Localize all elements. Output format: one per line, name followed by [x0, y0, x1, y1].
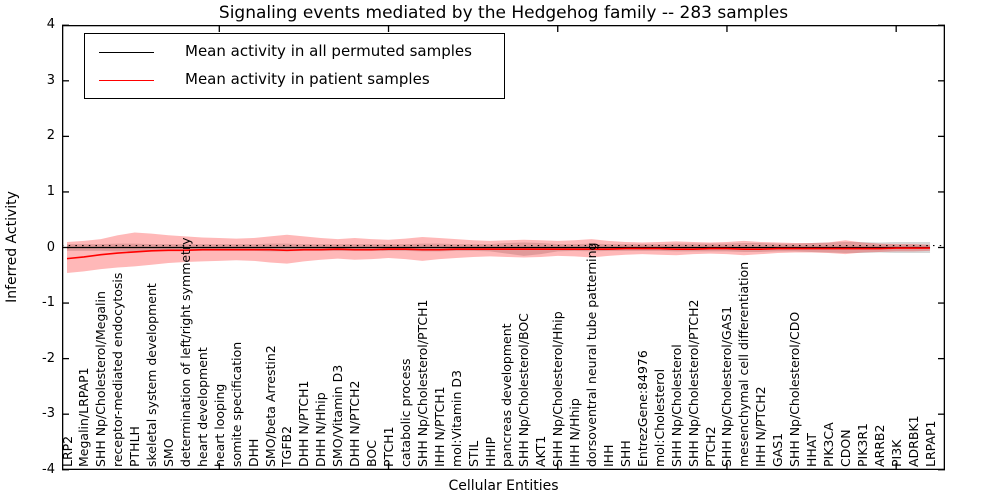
x-tick-label: PIK3R1 [854, 422, 870, 467]
x-tick-label: mesenchymal cell differentiation [736, 261, 752, 467]
x-tick-label: IHH N/Hhip [567, 398, 583, 467]
chart-title: Signaling events mediated by the Hedgeho… [218, 3, 789, 23]
x-tick-label: TGFB2 [279, 425, 295, 467]
y-tick-label: 1 [46, 183, 55, 199]
x-tick-label: SMO [161, 438, 177, 467]
y-tick-label: 4 [46, 17, 55, 33]
x-tick-label: mol:Cholesterol [651, 368, 667, 467]
x-tick-label: PTCH2 [702, 426, 718, 467]
x-tick-label: ARRB2 [871, 424, 887, 467]
x-tick-label: LRP2 [59, 435, 75, 467]
legend: Mean activity in all permuted samples Me… [84, 33, 505, 99]
x-tick-label: PIK3CA [820, 422, 836, 467]
x-tick-label: IHH N/PTCH1 [431, 386, 447, 467]
x-tick-label: DHH N/PTCH1 [296, 380, 312, 467]
y-tick-label: 2 [46, 128, 55, 144]
x-tick-label: SHH [617, 440, 633, 467]
x-tick-label: SHH Np/Cholesterol [668, 344, 684, 467]
red-line-swatch-icon [99, 80, 154, 81]
x-tick-label: dorsoventral neural tube patterning [584, 242, 600, 468]
x-tick-label: SHH Np/Cholesterol/Megalin [93, 291, 109, 467]
x-tick-label: SMO/beta Arrestin2 [262, 345, 278, 467]
x-tick-label: heart development [194, 347, 210, 467]
x-tick-label: SHH Np/Cholesterol/PTCH1 [414, 299, 430, 468]
x-tick-label: PTCH1 [381, 426, 397, 467]
x-tick-label: BOC [364, 440, 380, 467]
x-tick-label: SHH Np/Cholesterol/BOC [516, 313, 532, 467]
legend-item-patient: Mean activity in patient samples [85, 67, 504, 95]
x-tick-label: SMO/Vitamin D3 [330, 364, 346, 467]
legend-label: Mean activity in patient samples [185, 70, 430, 88]
black-line-swatch-icon [99, 52, 154, 53]
x-tick-label: CDON [837, 429, 853, 467]
x-tick-label: Megalin/LRPAP1 [76, 367, 92, 467]
x-tick-label: pancreas development [499, 323, 515, 467]
x-tick-label: skeletal system development [144, 283, 160, 467]
patient-band [67, 232, 931, 274]
y-tick-label: -4 [42, 461, 55, 477]
x-tick-label: DHH [245, 438, 261, 467]
legend-item-permuted: Mean activity in all permuted samples [85, 39, 504, 67]
patient-mean-line [66, 247, 931, 260]
x-tick-label: ADRBK1 [905, 415, 921, 467]
x-tick-label: PTHLH [127, 426, 143, 467]
x-tick-label: HHAT [804, 432, 820, 467]
x-tick-label: DHH N/PTCH2 [347, 380, 363, 467]
y-tick-label: 0 [46, 239, 55, 255]
x-tick-label: STIL [465, 440, 481, 467]
x-tick-label: AKT1 [533, 435, 549, 467]
x-tick-label: catabolic process [397, 358, 413, 467]
x-tick-label: LRPAP1 [922, 420, 938, 467]
x-tick-label: DHH N/Hhip [313, 392, 329, 467]
x-tick-label: SHH Np/Cholesterol/Hhip [550, 311, 566, 467]
x-tick-label: mol:Vitamin D3 [448, 370, 464, 467]
legend-label: Mean activity in all permuted samples [185, 42, 472, 60]
y-tick-label: 3 [46, 72, 55, 88]
x-tick-label: SHH Np/Cholesterol/GAS1 [719, 305, 735, 467]
x-tick-label: IHH [601, 444, 616, 468]
x-tick-label: heart looping [211, 383, 227, 467]
x-tick-label: EntrezGene:84976 [634, 350, 650, 467]
y-tick-label: -3 [42, 406, 55, 422]
x-tick-label: SHH Np/Cholesterol/CDO [787, 311, 803, 467]
y-tick-label: -1 [42, 295, 55, 311]
x-tick-label: IHH N/PTCH2 [753, 386, 769, 467]
x-tick-label: receptor-mediated endocytosis [110, 272, 126, 467]
x-tick-label: HHIP [482, 436, 498, 467]
x-tick-label: PI3K [888, 439, 904, 467]
x-tick-label: somite specification [228, 341, 244, 467]
x-tick-label: GAS1 [770, 432, 786, 467]
y-tick-label: -2 [42, 350, 55, 366]
x-tick-label: determination of left/right symmetry [177, 237, 193, 468]
x-tick-label: SHH Np/Cholesterol/PTCH2 [685, 299, 701, 468]
x-axis-label: Cellular Entities [448, 478, 559, 494]
